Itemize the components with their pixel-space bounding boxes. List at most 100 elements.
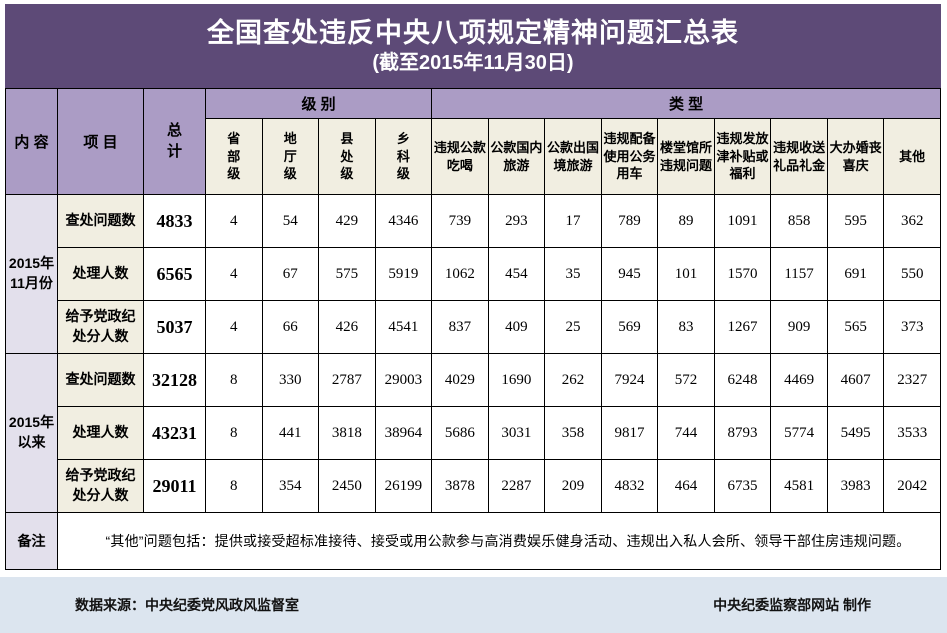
row-label: 给予党政纪 处分人数 [57, 459, 144, 513]
cell-value: 1091 [713, 194, 772, 248]
cell-value: 8 [205, 353, 263, 407]
cell-value: 8 [205, 459, 263, 513]
cell-value: 569 [600, 300, 659, 354]
note-label: 备注 [5, 512, 58, 570]
cell-value: 362 [883, 194, 941, 248]
cell-value: 454 [487, 247, 546, 301]
col-header-level-county: 县处级 [318, 118, 376, 195]
summary-table: 内 容 项 目 总计 级 别 类 型 省部级 地厅级 县处级 乡科级 违规公款吃… [5, 88, 941, 570]
page-title: 全国查处违反中央八项规定精神问题汇总表 [207, 18, 739, 49]
header-band-row: 内 容 项 目 总计 级 别 类 型 [5, 88, 941, 195]
cell-value: 4 [205, 247, 263, 301]
cell-total: 32128 [143, 353, 206, 407]
cell-value: 2042 [883, 459, 941, 513]
period-label-since2015: 2015年 以来 [5, 353, 58, 513]
cell-value: 5774 [770, 406, 828, 460]
col-header-type-domestic-travel: 公款国内旅游 [487, 118, 546, 195]
cell-value: 5495 [826, 406, 885, 460]
cell-value: 373 [883, 300, 941, 354]
cell-value: 83 [657, 300, 715, 354]
cell-value: 426 [318, 300, 376, 354]
cell-value: 7924 [600, 353, 659, 407]
cell-total: 5037 [143, 300, 206, 354]
col-header-type-official-cars: 违规配备使用公务用车 [600, 118, 659, 195]
cell-value: 550 [883, 247, 941, 301]
cell-value: 54 [261, 194, 320, 248]
row-label: 查处问题数 [57, 353, 144, 407]
cell-total: 29011 [143, 459, 206, 513]
period-label-nov2015: 2015年 11月份 [5, 194, 58, 354]
cell-value: 837 [431, 300, 489, 354]
cell-value: 858 [770, 194, 828, 248]
cell-value: 67 [261, 247, 320, 301]
cell-value: 2327 [883, 353, 941, 407]
row-label: 处理人数 [57, 247, 144, 301]
cell-total: 43231 [143, 406, 206, 460]
cell-value: 595 [826, 194, 885, 248]
cell-value: 29003 [374, 353, 433, 407]
col-header-type-ceremonies: 大办婚丧喜庆 [826, 118, 885, 195]
cell-value: 293 [487, 194, 546, 248]
group-header-type: 类 型 [431, 88, 941, 119]
cell-value: 358 [544, 406, 602, 460]
col-header-level-township: 乡科级 [374, 118, 433, 195]
cell-value: 4541 [374, 300, 433, 354]
cell-value: 4607 [826, 353, 885, 407]
cell-value: 26199 [374, 459, 433, 513]
cell-value: 4029 [431, 353, 489, 407]
cell-value: 66 [261, 300, 320, 354]
cell-value: 25 [544, 300, 602, 354]
cell-value: 409 [487, 300, 546, 354]
note-row: 备注 “其他”问题包括：提供或接受超标准接待、接受或用公款参与高消费娱乐健身活动… [5, 512, 941, 570]
sub-header-row: 省部级 地厅级 县处级 乡科级 违规公款吃喝 公款国内旅游 公款出国境旅游 违规… [6, 118, 941, 195]
col-header-level-provincial: 省部级 [205, 118, 263, 195]
cell-value: 8793 [713, 406, 772, 460]
note-text: “其他”问题包括：提供或接受超标准接待、接受或用公款参与高消费娱乐健身活动、违规… [57, 512, 941, 570]
cell-value: 9817 [600, 406, 659, 460]
cell-value: 1690 [487, 353, 546, 407]
cell-value: 739 [431, 194, 489, 248]
cell-value: 89 [657, 194, 715, 248]
cell-value: 691 [826, 247, 885, 301]
cell-value: 35 [544, 247, 602, 301]
cell-value: 4832 [600, 459, 659, 513]
page-subtitle: (截至2015年11月30日) [372, 51, 574, 74]
row-label: 给予党政纪 处分人数 [57, 300, 144, 354]
col-header-item: 项 目 [57, 88, 144, 195]
col-header-type-allowances: 违规发放津补贴或福利 [713, 118, 772, 195]
cell-value: 1062 [431, 247, 489, 301]
cell-value: 4 [205, 194, 263, 248]
cell-value: 565 [826, 300, 885, 354]
col-header-content: 内 容 [5, 88, 58, 195]
cell-value: 3878 [431, 459, 489, 513]
cell-value: 4469 [770, 353, 828, 407]
cell-value: 1157 [770, 247, 828, 301]
cell-value: 744 [657, 406, 715, 460]
cell-value: 6248 [713, 353, 772, 407]
cell-value: 3818 [318, 406, 376, 460]
cell-value: 4 [205, 300, 263, 354]
cell-value: 4346 [374, 194, 433, 248]
row-label: 处理人数 [57, 406, 144, 460]
cell-value: 572 [657, 353, 715, 407]
data-source-text: 数据来源：中央纪委党风政风监督室 [75, 597, 299, 613]
cell-value: 2287 [487, 459, 546, 513]
cell-value: 354 [261, 459, 320, 513]
col-header-type-buildings: 楼堂馆所违规问题 [657, 118, 715, 195]
cell-value: 3533 [883, 406, 941, 460]
col-header-type-overseas-travel: 公款出国境旅游 [544, 118, 602, 195]
cell-value: 5686 [431, 406, 489, 460]
col-header-level-prefecture: 地厅级 [261, 118, 320, 195]
table-row: 2015年 11月份 查处问题数 4833 4 54 429 4346 739 … [5, 194, 941, 354]
cell-value: 945 [600, 247, 659, 301]
cell-value: 6735 [713, 459, 772, 513]
cell-total: 6565 [143, 247, 206, 301]
row-label: 查处问题数 [57, 194, 144, 248]
cell-value: 330 [261, 353, 320, 407]
title-bar: 全国查处违反中央八项规定精神问题汇总表 (截至2015年11月30日) [5, 4, 941, 88]
cell-value: 209 [544, 459, 602, 513]
table-row: 给予党政纪 处分人数 5037 4 66 426 4541 837 409 25… [6, 300, 941, 354]
table-row: 2015年 以来 查处问题数 32128 8 330 2787 29003 40… [5, 353, 941, 513]
table-row: 处理人数 6565 4 67 575 5919 1062 454 35 945 … [6, 247, 941, 301]
cell-value: 575 [318, 247, 376, 301]
